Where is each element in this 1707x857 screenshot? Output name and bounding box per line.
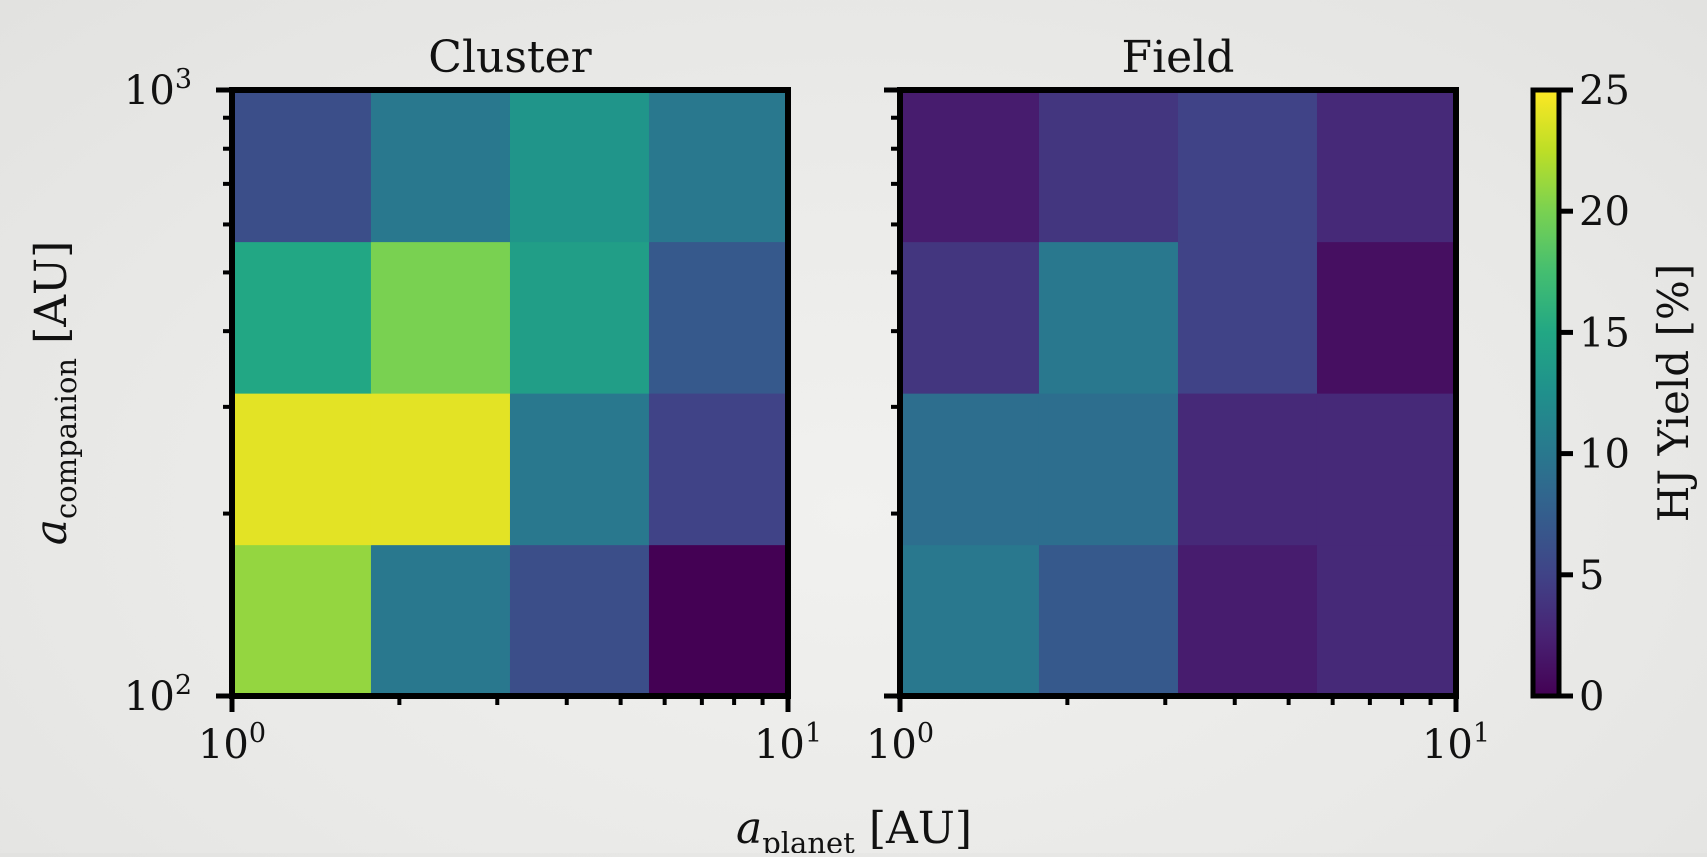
heatmap-cell: [648, 90, 789, 243]
colorbar-tick-label: 10: [1579, 432, 1630, 478]
heatmap-cell: [232, 241, 372, 394]
heatmap-cell: [509, 544, 650, 697]
tick-base: 10: [1422, 722, 1473, 768]
colorbar: 0 5 10 15 20 25 HJ Yield [%]: [1530, 68, 1698, 720]
heatmap-cell: [1177, 544, 1318, 697]
axis-label-main: a: [736, 803, 762, 853]
heatmap-cell: [509, 393, 650, 546]
colorbar-fill: [1533, 90, 1559, 696]
x-tick-label: 100: [198, 718, 266, 768]
colorbar-tick-label: 20: [1579, 189, 1630, 235]
heatmap-cell: [900, 90, 1040, 243]
y-tick-label: 102: [124, 670, 192, 720]
heatmap-cell: [1038, 544, 1179, 697]
colorbar-tick-label: 15: [1579, 310, 1630, 356]
tick-base: 10: [754, 722, 805, 768]
heatmap-cell: [1316, 241, 1457, 394]
tick-base: 10: [124, 674, 175, 720]
x-tick-label: 100: [866, 718, 934, 768]
heatmap-cell: [509, 241, 650, 394]
tick-exponent: 2: [175, 670, 192, 701]
heatmap-cell: [1316, 393, 1457, 546]
heatmap-cell: [1316, 544, 1457, 697]
axis-label-subscript: planet: [762, 826, 855, 853]
heatmap-cell: [648, 241, 789, 394]
colorbar-tick-label: 25: [1579, 68, 1630, 114]
heatmap-cell: [1177, 393, 1318, 546]
y-axis-label: acompanion [AU]: [26, 241, 83, 546]
tick-exponent: 0: [917, 718, 934, 749]
heatmap-cell: [1038, 241, 1179, 394]
axis-label-subscript: companion: [49, 358, 83, 519]
x-axis-label: aplanet [AU]: [736, 803, 972, 853]
heatmap-cell: [232, 544, 372, 697]
heatmap-cell: [1316, 90, 1457, 243]
heatmap-cell: [370, 241, 511, 394]
tick-base: 10: [198, 722, 249, 768]
heatmap-cell: [1177, 90, 1318, 243]
axis-label-unit: [AU]: [26, 241, 77, 358]
heatmap-cell: [509, 90, 650, 243]
axis-label-unit: [AU]: [855, 803, 972, 853]
heatmap-cell: [1038, 393, 1179, 546]
tick-base: 10: [866, 722, 917, 768]
heatmap-cell: [900, 393, 1040, 546]
y-tick-label: 103: [124, 64, 192, 114]
tick-base: 10: [124, 68, 175, 114]
axis-label-main: a: [26, 519, 77, 545]
tick-exponent: 3: [175, 64, 192, 95]
colorbar-tick-label: 5: [1579, 553, 1604, 599]
heatmap-cell: [370, 544, 511, 697]
heatmap-cell: [370, 90, 511, 243]
x-tick-label: 101: [1422, 718, 1490, 768]
heatmap-cell: [900, 241, 1040, 394]
x-tick-label: 101: [754, 718, 822, 768]
colorbar-tick-label: 0: [1579, 674, 1604, 720]
panel-title: Field: [1122, 32, 1235, 83]
colorbar-frame: [1530, 87, 1562, 699]
heatmap-cell: [648, 393, 789, 546]
plot-frame: [229, 87, 791, 699]
tick-exponent: 1: [1473, 718, 1490, 749]
heatmap-cell: [1038, 90, 1179, 243]
tick-exponent: 0: [249, 718, 266, 749]
heatmap-cell: [370, 393, 511, 546]
plot-frame: [897, 87, 1459, 699]
heatmap-cell: [648, 544, 789, 697]
heatmap-cell: [232, 90, 372, 243]
panel-title: Cluster: [428, 32, 592, 83]
colorbar-label: HJ Yield [%]: [1649, 264, 1698, 522]
heatmap-cell: [232, 393, 372, 546]
tick-exponent: 1: [805, 718, 822, 749]
heatmap-cell: [900, 544, 1040, 697]
heatmap-cell: [1177, 241, 1318, 394]
